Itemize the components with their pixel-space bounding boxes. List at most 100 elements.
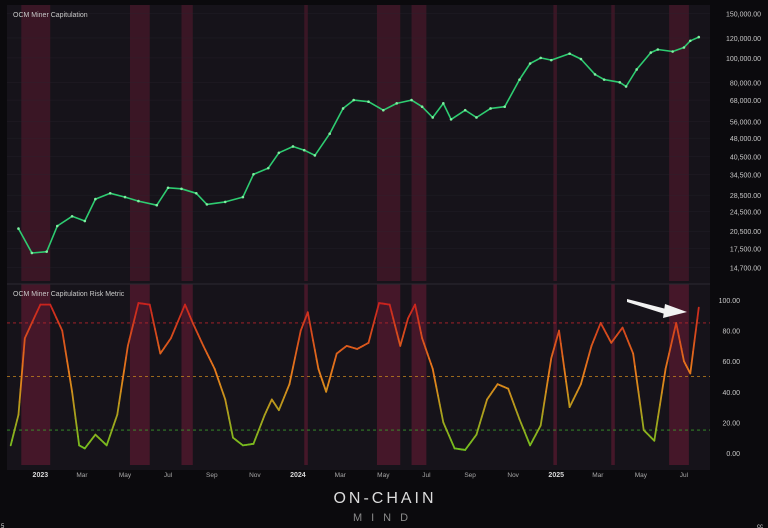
price-point (475, 116, 478, 119)
risk-segment (392, 317, 396, 327)
risk-segment (170, 331, 175, 340)
risk-segment (66, 360, 70, 373)
risk-segment (71, 390, 75, 402)
risk-segment (230, 430, 234, 439)
risk-tick-label: 80.00 (722, 329, 740, 336)
price-point (549, 58, 553, 62)
shaded-period-bottom (304, 284, 308, 465)
price-point (449, 118, 453, 121)
price-point (503, 105, 506, 109)
price-point (442, 102, 445, 105)
risk-tick-label: 40.00 (722, 390, 740, 397)
price-point (410, 98, 413, 102)
risk-segment (292, 356, 297, 368)
risk-segment (438, 403, 443, 415)
price-point (602, 78, 606, 81)
risk-segment (548, 357, 553, 371)
price-point (277, 151, 281, 155)
price-point (593, 73, 597, 76)
price-point (420, 105, 424, 109)
price-point (671, 50, 674, 53)
risk-segment (121, 367, 126, 382)
price-point (697, 35, 701, 39)
risk-segment (228, 417, 232, 426)
risk-segment (67, 370, 72, 383)
risk-tick-label: 0.00 (726, 451, 740, 458)
price-point (635, 68, 638, 71)
risk-segment (675, 322, 679, 331)
risk-segment (677, 334, 681, 343)
risk-segment (541, 402, 546, 416)
price-point (313, 154, 317, 157)
x-tick-label: Sep (206, 472, 218, 479)
risk-segment (514, 408, 519, 416)
shaded-period-bottom (611, 284, 615, 465)
risk-segment (512, 403, 517, 411)
brand-line1: ON-CHAIN (333, 490, 436, 507)
x-tick-label: Sep (464, 472, 476, 479)
risk-segment (437, 394, 441, 406)
risk-segment (693, 328, 697, 342)
price-tick-label: 28,500.00 (730, 193, 761, 200)
price-tick-label: 40,500.00 (730, 155, 761, 162)
price-point (223, 200, 227, 204)
risk-segment (566, 393, 571, 409)
risk-segment (388, 303, 393, 313)
risk-segment (31, 314, 37, 323)
price-tick-label: 100,000.00 (726, 56, 761, 63)
risk-segment (130, 323, 135, 333)
top-shaded-periods (21, 5, 689, 281)
price-point (528, 62, 532, 65)
price-point (302, 148, 306, 152)
risk-segment (152, 320, 156, 330)
risk-segment (583, 364, 588, 373)
risk-segment (371, 322, 375, 331)
risk-segment (26, 326, 31, 334)
shaded-period-bottom (129, 284, 150, 465)
risk-segment (639, 403, 643, 419)
risk-segment (29, 320, 34, 328)
risk-segment (34, 309, 39, 317)
risk-segment (229, 424, 233, 433)
chart-background (7, 5, 710, 470)
risk-segment (376, 302, 380, 311)
risk-segment (539, 413, 544, 427)
shaded-period-top (21, 5, 51, 281)
risk-segment (696, 306, 700, 320)
risk-segment (585, 357, 589, 366)
risk-segment (680, 347, 684, 356)
risk-segment (62, 339, 67, 352)
risk-segment (327, 378, 331, 387)
price-axis-ticks: 150,000.00 120,000.00 100,000.00 80,000.00 6… (726, 12, 761, 273)
price-point (352, 98, 355, 102)
price-point (205, 203, 209, 206)
risk-segment (416, 314, 420, 323)
risk-segment (155, 336, 160, 347)
price-point (94, 197, 97, 201)
risk-segment (315, 358, 320, 370)
risk-segment (671, 329, 676, 340)
player-bar[interactable] (0, 523, 768, 528)
risk-segment (480, 410, 485, 418)
price-point (579, 57, 583, 61)
price-point (70, 214, 74, 218)
player-captions-button[interactable]: cc (757, 524, 763, 528)
risk-segment (290, 365, 295, 377)
risk-segment (479, 416, 483, 424)
risk-segment (372, 315, 377, 324)
risk-segment (581, 370, 586, 379)
risk-segment (587, 351, 591, 360)
risk-segment (433, 376, 438, 388)
price-point (30, 251, 34, 255)
risk-segment (135, 302, 140, 312)
price-point (108, 191, 112, 195)
risk-segment (561, 355, 566, 370)
risk-segment (477, 422, 481, 430)
risk-segment (664, 360, 669, 370)
risk-segment (157, 344, 162, 355)
risk-segment (692, 339, 696, 353)
risk-segment (118, 390, 122, 405)
risk-segment (659, 391, 663, 406)
risk-segment (681, 353, 685, 363)
